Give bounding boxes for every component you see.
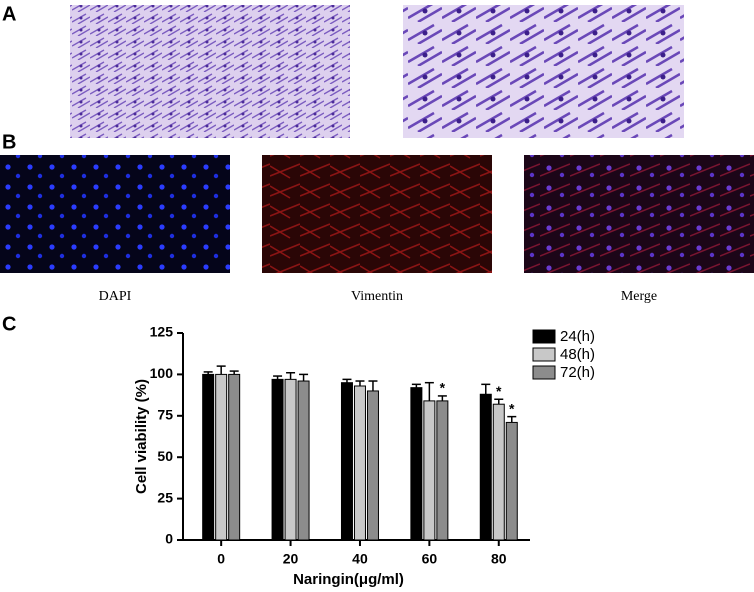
micrograph: [403, 5, 684, 138]
bar: [284, 378, 297, 541]
caption: DAPI: [99, 289, 132, 304]
x-tick-label: 60: [422, 551, 438, 567]
x-tick-label: 20: [283, 551, 299, 567]
panel-label: B: [2, 131, 16, 153]
x-tick-label: 80: [491, 551, 507, 567]
legend-swatch: [532, 347, 556, 362]
bar: [492, 403, 505, 541]
significance: *: [440, 380, 446, 396]
significance: *: [496, 383, 502, 399]
caption: Merge: [621, 289, 657, 304]
x-tick-label: 0: [217, 551, 225, 567]
legend-swatch: [532, 365, 556, 380]
bar: [366, 390, 379, 541]
x-axis-label: Naringin(μg/ml): [293, 571, 404, 588]
y-tick-label: 25: [157, 489, 173, 505]
x-tick-label: 40: [352, 551, 368, 567]
bar: [353, 385, 366, 541]
legend-label: 48(h): [560, 346, 595, 363]
micrograph: [70, 5, 350, 138]
bar: [340, 382, 353, 541]
caption: Vimentin: [351, 289, 403, 304]
bar: [436, 400, 449, 541]
y-tick-label: 75: [157, 407, 173, 423]
fluorescence-image: [524, 155, 754, 273]
y-tick-label: 50: [157, 448, 173, 464]
chart: 0 25 50 75 100 125 Cell viability (%) Naringin(…: [133, 324, 595, 588]
bar: [215, 373, 228, 541]
bar: [228, 373, 241, 541]
bar: [423, 400, 436, 541]
legend-label: 24(h): [560, 328, 595, 345]
panel-label: C: [2, 313, 16, 335]
panel-label: A: [2, 3, 16, 25]
y-tick-label: 0: [165, 531, 173, 547]
significance: *: [509, 400, 515, 416]
legend-swatch: [532, 329, 556, 344]
bar: [271, 378, 284, 541]
fluorescence-image: [262, 155, 492, 273]
bar: [479, 393, 492, 541]
y-tick-label: 100: [150, 365, 174, 381]
fluorescence-image: [0, 155, 230, 273]
y-axis-label: Cell viability (%): [133, 379, 150, 494]
bar: [410, 387, 423, 541]
bar: [505, 421, 518, 541]
legend-label: 72(h): [560, 364, 595, 381]
y-tick-label: 125: [150, 324, 174, 340]
bar: [297, 380, 310, 541]
bar: [202, 373, 215, 541]
